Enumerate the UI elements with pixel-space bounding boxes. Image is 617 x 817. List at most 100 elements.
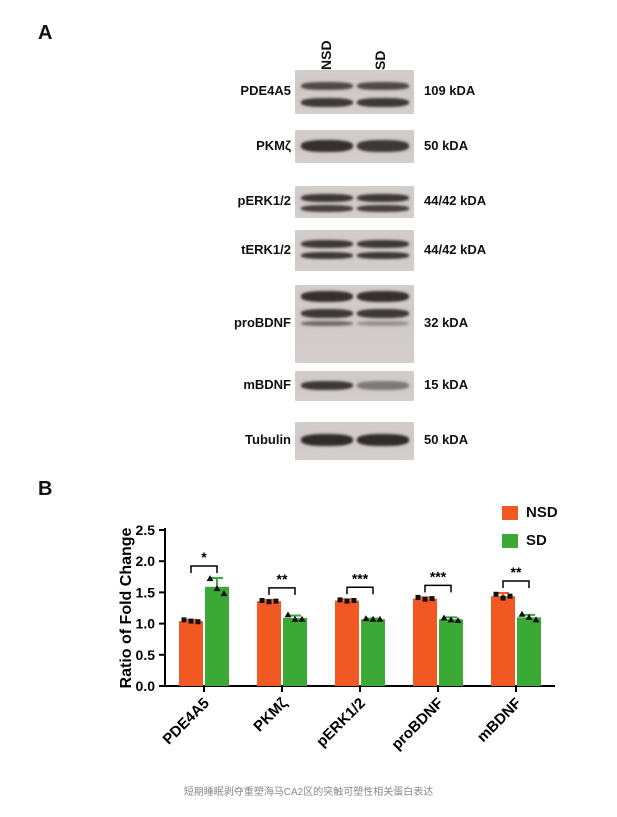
protein-label: tERK1/2 xyxy=(241,242,291,257)
bar-sd xyxy=(361,619,385,686)
data-point-nsd xyxy=(422,596,428,602)
bar-sd xyxy=(205,586,229,686)
data-point-nsd xyxy=(507,593,513,599)
band-nsd xyxy=(301,321,353,326)
y-axis-label: Ratio of Fold Change xyxy=(118,527,135,688)
blot-membrane xyxy=(295,70,414,114)
data-point-sd xyxy=(440,614,448,621)
data-point-sd xyxy=(518,610,526,617)
data-point-nsd xyxy=(344,598,350,604)
bar-nsd xyxy=(491,596,515,686)
kda-label: 15 kDA xyxy=(424,377,469,392)
protein-label: PKMζ xyxy=(256,138,291,153)
band-sd xyxy=(357,240,409,248)
blot-membrane xyxy=(295,422,414,460)
data-point-nsd xyxy=(181,617,187,623)
kda-label: 109 kDA xyxy=(424,83,476,98)
x-tick-label: mBDNF xyxy=(474,695,525,746)
significance-bracket xyxy=(268,587,296,595)
blot-membrane xyxy=(295,186,414,218)
protein-label: pERK1/2 xyxy=(237,193,291,208)
band-sd xyxy=(357,291,409,302)
data-point-nsd xyxy=(493,591,499,597)
band-sd xyxy=(357,205,409,212)
band-nsd xyxy=(301,434,353,446)
kda-label: 32 kDA xyxy=(424,315,469,330)
bar-sd xyxy=(283,617,307,686)
x-tick-label: PKMζ xyxy=(250,695,291,736)
data-point-sd xyxy=(362,615,370,622)
protein-label: proBDNF xyxy=(233,315,291,330)
blot-row: Tubulin 50 kDA xyxy=(0,422,617,460)
blot-row: pERK1/2 44/42 kDA xyxy=(0,186,617,218)
data-point-nsd xyxy=(429,596,435,602)
band-sd xyxy=(357,321,409,326)
blot-row: tERK1/2 44/42 kDA xyxy=(0,230,617,271)
protein-label: Tubulin xyxy=(245,432,291,447)
bar-nsd xyxy=(413,598,437,686)
data-point-nsd xyxy=(266,599,272,605)
y-tick-label: 1.5 xyxy=(136,584,156,600)
band-nsd xyxy=(301,309,353,318)
band-sd xyxy=(357,309,409,318)
significance-bracket xyxy=(502,580,530,589)
kda-label: 50 kDA xyxy=(424,432,469,447)
blot-row: proBDNF 32 kDA xyxy=(0,285,617,363)
band-nsd xyxy=(301,98,353,107)
band-nsd xyxy=(301,381,353,390)
blot-membrane xyxy=(295,130,414,163)
data-point-nsd xyxy=(195,619,201,625)
bar-sd xyxy=(439,619,463,686)
legend-label-nsd: NSD xyxy=(526,504,558,521)
blot-row: PKMζ 50 kDA xyxy=(0,130,617,163)
y-tick-label: 2.0 xyxy=(136,553,156,569)
x-tick-label: pERK1/2 xyxy=(313,695,369,751)
data-point-sd xyxy=(220,590,228,597)
data-point-sd xyxy=(376,615,384,622)
data-point-sd xyxy=(447,616,455,623)
y-tick-label: 0.0 xyxy=(136,678,156,694)
bar-sd xyxy=(517,617,541,686)
figure-caption: 短期睡眠剥夺重塑海马CA2区的突触可塑性相关蛋白表达 xyxy=(183,787,434,798)
band-sd xyxy=(357,252,409,259)
blot-row: PDE4A5 109 kDA xyxy=(0,70,617,114)
band-nsd xyxy=(301,252,353,259)
blot-row: mBDNF 15 kDA xyxy=(0,371,617,401)
significance-label: ** xyxy=(511,564,522,580)
y-tick-label: 1.0 xyxy=(136,616,156,632)
panel-b-label: B xyxy=(38,478,53,500)
data-point-sd xyxy=(454,616,462,623)
band-sd xyxy=(357,98,409,107)
data-point-nsd xyxy=(415,594,421,600)
data-point-sd xyxy=(206,575,214,582)
data-point-nsd xyxy=(337,597,343,603)
significance-bracket xyxy=(346,586,374,595)
panel-a-label: A xyxy=(38,22,53,44)
data-point-sd xyxy=(369,615,377,622)
band-sd xyxy=(357,82,409,90)
blot-membrane xyxy=(295,230,414,271)
blot-membrane xyxy=(295,371,414,401)
legend-label-sd: SD xyxy=(526,532,547,549)
band-sd xyxy=(357,140,409,152)
kda-label: 44/42 kDA xyxy=(424,193,487,208)
band-sd xyxy=(357,381,409,390)
band-sd xyxy=(357,194,409,202)
band-nsd xyxy=(301,205,353,212)
data-point-nsd xyxy=(188,618,194,624)
data-point-nsd xyxy=(273,598,279,604)
band-sd xyxy=(357,434,409,446)
data-point-sd xyxy=(213,585,221,592)
data-point-nsd xyxy=(351,598,357,604)
kda-label: 44/42 kDA xyxy=(424,242,487,257)
data-point-nsd xyxy=(500,595,506,601)
y-tick-label: 2.5 xyxy=(136,522,156,538)
bar-nsd xyxy=(257,601,281,686)
significance-bracket xyxy=(190,565,218,574)
kda-label: 50 kDA xyxy=(424,138,469,153)
band-nsd xyxy=(301,82,353,90)
significance-label: ** xyxy=(277,571,288,587)
blot-membrane xyxy=(295,285,414,363)
data-point-sd xyxy=(525,613,533,620)
